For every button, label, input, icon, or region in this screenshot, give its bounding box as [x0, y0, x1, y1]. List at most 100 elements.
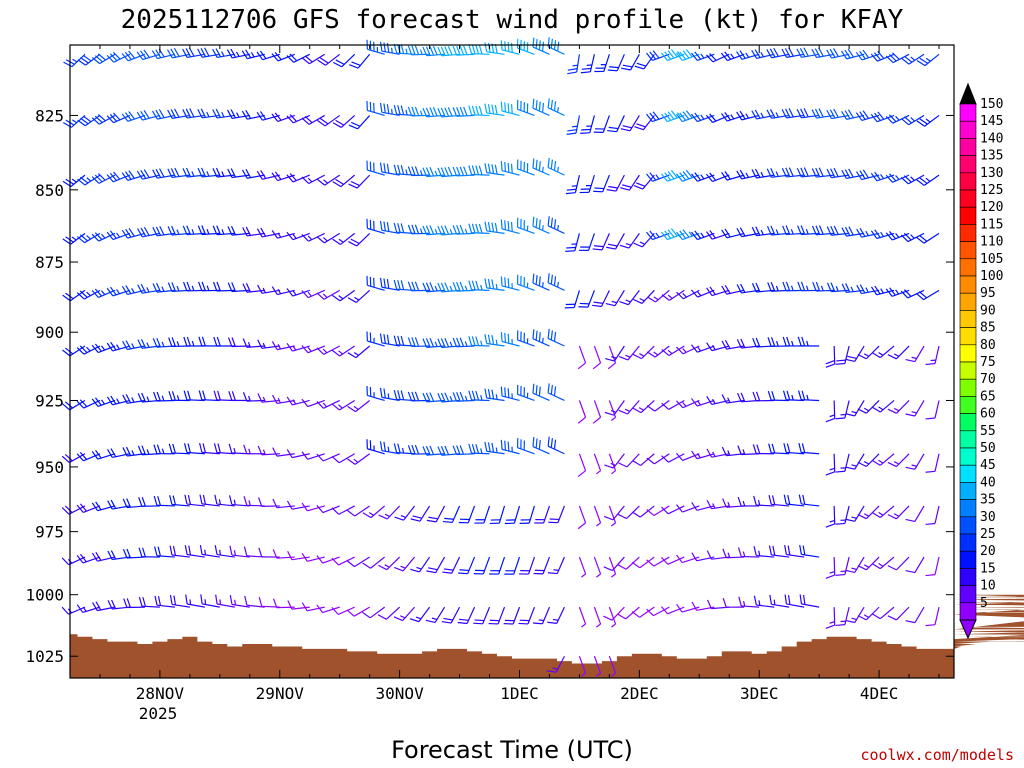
wind-barb [138, 547, 160, 558]
wind-barb [393, 104, 415, 117]
wind-barb [825, 345, 836, 368]
wind-barb [76, 604, 101, 613]
wind-barb [452, 337, 475, 348]
wind-barb [578, 606, 587, 628]
wind-barb [106, 171, 131, 183]
wind-barb [706, 286, 730, 297]
wind-barb [301, 502, 325, 512]
wind-barb [606, 174, 625, 192]
wind-barb [468, 44, 490, 55]
wind-barb [62, 232, 86, 245]
wind-barb [242, 169, 265, 179]
wind-barb [393, 222, 415, 234]
colorbar-label: 20 [980, 544, 996, 559]
wind-barb [168, 443, 190, 455]
wind-barb [841, 283, 865, 294]
wind-barb [577, 345, 587, 370]
wind-barb [782, 390, 805, 402]
wind-barb [516, 384, 535, 402]
wind-barb [379, 277, 400, 291]
colorbar-label: 110 [980, 235, 1003, 250]
wind-barb [720, 111, 745, 122]
wind-barb [925, 505, 940, 526]
wind-barb [347, 400, 371, 413]
wind-barb [532, 216, 550, 234]
wind-barb [532, 273, 550, 291]
wind-barb [286, 231, 310, 241]
wind-barb [578, 556, 587, 578]
wind-barb [835, 505, 850, 525]
colorbar-label: 55 [980, 424, 996, 439]
wind-barb [841, 109, 865, 120]
wind-barb [316, 399, 340, 409]
wind-barb [768, 443, 790, 455]
wind-barb [564, 290, 580, 309]
wind-barb [621, 54, 640, 71]
wind-barb [516, 38, 535, 55]
wind-barb [91, 397, 116, 407]
wind-barb [547, 436, 565, 455]
wind-barb [691, 601, 715, 611]
wind-barb [925, 453, 940, 473]
wind-barb [437, 282, 460, 293]
wind-barb [468, 390, 490, 402]
wind-barb [77, 53, 101, 66]
wind-barb [316, 174, 341, 186]
y-tick-label: 1025 [25, 647, 64, 666]
colorbar-label: 115 [980, 217, 1003, 232]
wind-barb [593, 556, 602, 578]
wind-barb [661, 345, 685, 357]
wind-barb [331, 345, 356, 357]
wind-barb [705, 113, 730, 123]
wind-barb [661, 49, 685, 62]
wind-barb [473, 556, 491, 575]
wind-barb [916, 232, 940, 244]
wind-barb [393, 164, 415, 176]
wind-barb [409, 606, 431, 623]
wind-barb [577, 400, 587, 424]
terrain-area [70, 594, 1024, 678]
wind-barb [691, 450, 715, 460]
wind-barb [286, 342, 310, 352]
wind-barb [442, 556, 461, 574]
wind-barb [885, 114, 910, 124]
wind-barb [901, 114, 925, 126]
wind-barb [705, 172, 730, 183]
colorbar-swatch [959, 430, 977, 449]
colorbar-swatch [959, 533, 977, 552]
wind-barb [547, 216, 565, 234]
wind-barb [348, 174, 371, 189]
wind-barb [518, 606, 536, 625]
colorbar-swatch [959, 550, 977, 569]
wind-barb [835, 606, 850, 627]
wind-barb [366, 160, 385, 176]
colorbar-label: 35 [980, 493, 996, 508]
wind-barb [106, 341, 131, 352]
wind-barb [215, 594, 235, 608]
wind-barb [547, 383, 565, 402]
colorbar-label: 40 [980, 475, 996, 490]
wind-barb [346, 505, 370, 517]
wind-barb [887, 453, 910, 468]
wind-barb [534, 505, 551, 524]
wind-barb [634, 53, 655, 70]
wind-barb [333, 53, 356, 68]
colorbar-swatch [959, 310, 977, 328]
wind-barb [825, 557, 836, 579]
wind-barb [241, 109, 265, 120]
wind-barb [605, 290, 625, 307]
wind-barb [198, 281, 220, 292]
wind-barb [720, 51, 745, 62]
wind-barb [76, 399, 101, 409]
colorbar-label: 65 [980, 389, 996, 404]
wind-barb [916, 53, 940, 67]
wind-barb [592, 345, 602, 370]
wind-barb [738, 596, 760, 608]
wind-barb [519, 505, 536, 524]
wind-barb [393, 606, 416, 622]
wind-barb [468, 280, 490, 291]
wind-barb [646, 50, 670, 62]
wind-barb [783, 494, 805, 507]
colorbar-swatch [959, 413, 977, 432]
wind-barb [705, 53, 730, 63]
